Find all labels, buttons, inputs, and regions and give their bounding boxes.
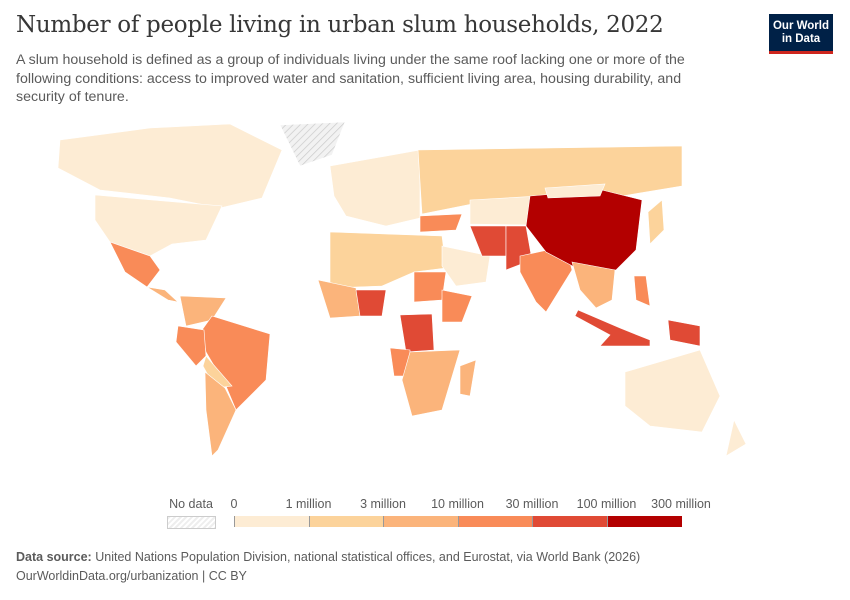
footer: Data source: United Nations Population D… — [16, 548, 640, 586]
legend-tick-label: 300 million — [651, 497, 711, 511]
country-iran[interactable] — [469, 225, 507, 257]
country-china[interactable] — [525, 189, 643, 271]
country-japan[interactable] — [647, 199, 665, 245]
legend-swatch[interactable] — [234, 516, 310, 527]
country-argentina[interactable] — [204, 371, 237, 457]
country-greenland[interactable] — [279, 121, 346, 167]
legend-no-data-swatch — [167, 516, 216, 529]
country-mongolia[interactable] — [544, 183, 606, 199]
legend-swatch[interactable] — [606, 516, 682, 527]
legend-tick-label: 0 — [230, 497, 238, 511]
source-text: United Nations Population Division, nati… — [95, 550, 641, 564]
source-label: Data source: — [16, 550, 92, 564]
country-peru[interactable] — [175, 325, 207, 367]
footer-url[interactable]: OurWorldinData.org/urbanization | CC BY — [16, 569, 247, 583]
legend-swatch[interactable] — [383, 516, 459, 527]
country-europe[interactable] — [329, 149, 421, 227]
legend-swatch[interactable] — [457, 516, 533, 527]
country-australia[interactable] — [624, 349, 721, 433]
country-sudan[interactable] — [413, 271, 447, 303]
country-southern-africa[interactable] — [401, 349, 461, 417]
country-turkey[interactable] — [419, 213, 463, 233]
legend-no-data-label: No data — [169, 497, 213, 511]
country-indonesia[interactable] — [574, 309, 651, 347]
country-nigeria[interactable] — [355, 289, 387, 317]
legend-tick-label: 3 million — [360, 497, 406, 511]
country-mexico[interactable] — [109, 241, 161, 288]
legend-tick-label: 30 million — [505, 497, 559, 511]
world-map — [57, 121, 747, 457]
country-new-zealand[interactable] — [725, 419, 747, 457]
owid-logo[interactable]: Our World in Data — [769, 14, 833, 54]
country-dr-congo[interactable] — [399, 313, 435, 353]
legend-swatch[interactable] — [532, 516, 608, 527]
country-central-america[interactable] — [146, 286, 179, 303]
country-canada[interactable] — [57, 123, 283, 209]
country-ethiopia[interactable] — [441, 289, 473, 323]
country-papua-new-guinea[interactable] — [667, 319, 701, 347]
legend-swatch[interactable] — [308, 516, 384, 527]
country-southeast-asia[interactable] — [571, 261, 616, 309]
legend-tick-label: 1 million — [285, 497, 332, 511]
legend-tick-label: 10 million — [431, 497, 484, 511]
country-madagascar[interactable] — [459, 359, 477, 397]
country-philippines[interactable] — [633, 275, 651, 307]
chart-subtitle: A slum household is defined as a group o… — [16, 52, 685, 105]
country-united-states[interactable] — [94, 194, 223, 257]
legend-tick-label: 100 million — [576, 497, 637, 511]
chart-title: Number of people living in urban slum ho… — [16, 12, 664, 38]
